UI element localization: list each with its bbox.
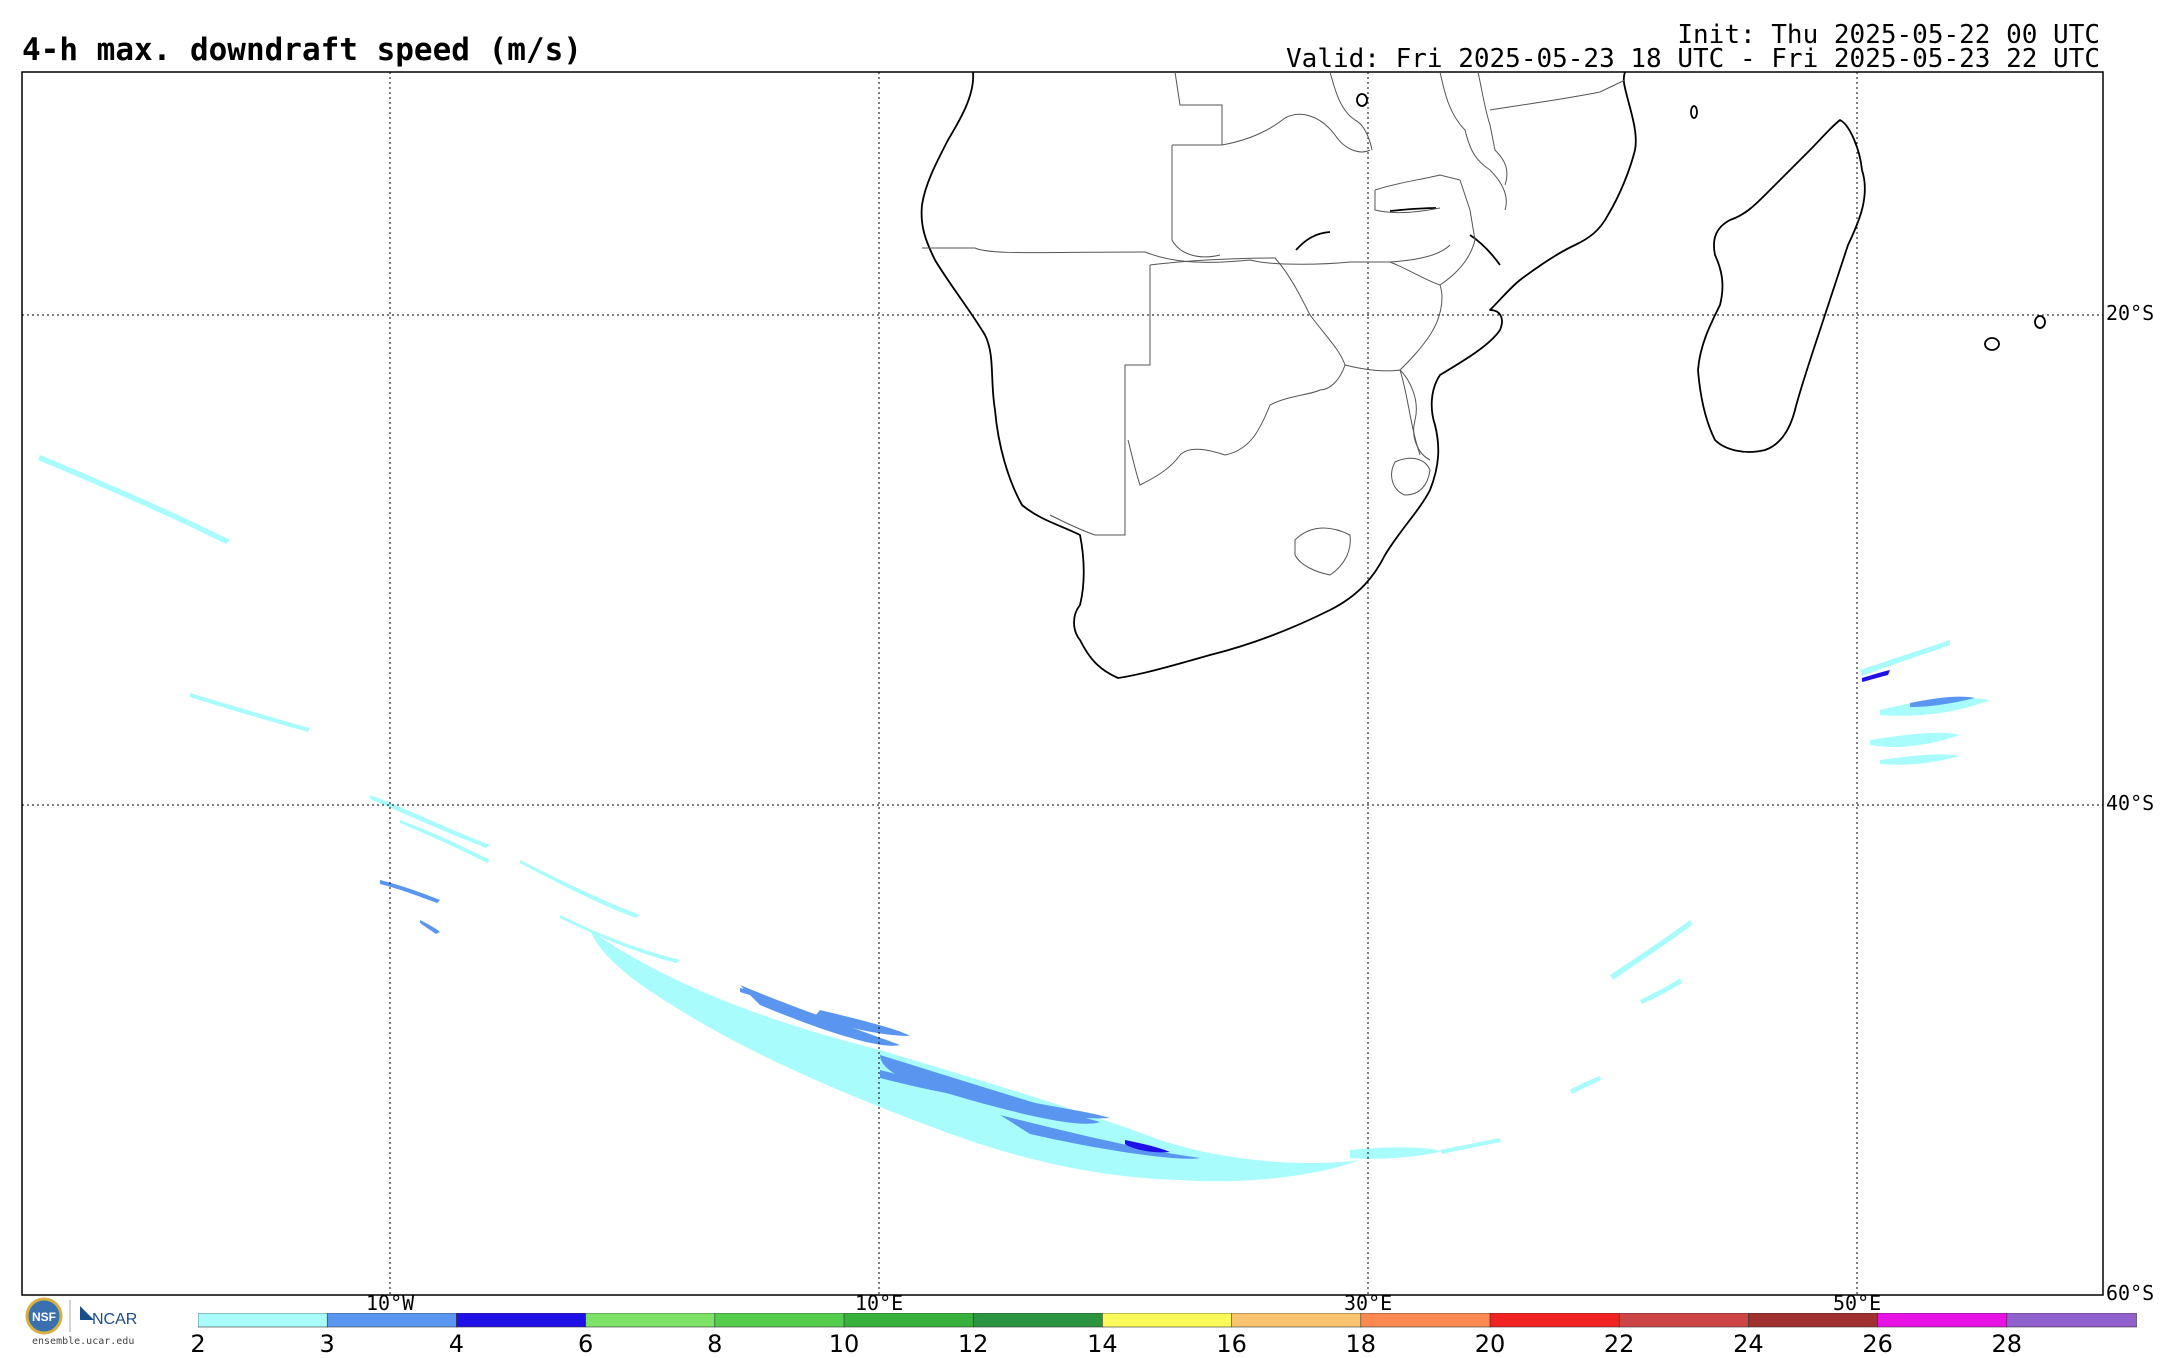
- colorbar-segment: [198, 1313, 328, 1328]
- colorbar-tick-label: 4: [448, 1330, 465, 1358]
- colorbar-tick-label: 12: [957, 1330, 989, 1358]
- nsf-ncar-logo: NSF NCAR: [25, 1297, 137, 1335]
- colorbar-tick-label: 18: [1345, 1330, 1377, 1358]
- colorbar-tick-label: 26: [1862, 1330, 1893, 1358]
- colorbar-tick-label: 20: [1474, 1330, 1506, 1358]
- colorbar-segment: [843, 1313, 974, 1328]
- lon-label-10w: 10°W: [366, 1291, 415, 1315]
- ncar-logo-text: NCAR: [92, 1311, 137, 1328]
- colorbar-tick-label: 6: [577, 1330, 594, 1358]
- colorbar-tick-label: 3: [319, 1330, 335, 1358]
- colorbar-tick-label: 16: [1216, 1330, 1247, 1358]
- colorbar-tick-label: 28: [1991, 1330, 2023, 1358]
- lat-label-40s: 40°S: [2106, 791, 2154, 815]
- valid-time: Valid: Fri 2025-05-23 18 UTC - Fri 2025-…: [1286, 44, 2100, 74]
- colorbar-segment: [585, 1313, 716, 1328]
- colorbar-tick-label: 8: [707, 1330, 723, 1358]
- lat-label-20s: 20°S: [2106, 301, 2154, 325]
- lon-label-50e: 50°E: [1833, 1291, 1881, 1315]
- lon-label-30e: 30°E: [1344, 1291, 1392, 1315]
- graticule: [22, 72, 2103, 1295]
- colorbar-segment: [1618, 1313, 1750, 1328]
- colorbar-segment: [1102, 1313, 1233, 1328]
- colorbar-tick-label: 14: [1087, 1330, 1118, 1358]
- init-time: Init: Thu 2025-05-22 00 UTC: [1677, 20, 2100, 50]
- colorbar-segment: [326, 1313, 458, 1328]
- colorbar-segment: [1360, 1313, 1491, 1328]
- colorbar-segment: [1231, 1313, 1362, 1328]
- colorbar-segment: [1748, 1313, 1879, 1328]
- africa-coast: [920, 71, 1637, 679]
- colorbar-segment: [456, 1313, 587, 1328]
- nsf-logo-text: NSF: [32, 1310, 56, 1324]
- colorbar-segment: [1877, 1313, 2008, 1328]
- downdraft-field: [38, 455, 1990, 1182]
- ncar-mark-icon: [80, 1306, 94, 1320]
- colorbar-tick-label: 2: [190, 1330, 206, 1358]
- map-title: 4-h max. downdraft speed (m/s): [22, 32, 582, 68]
- colorbar: [198, 1313, 2137, 1328]
- colorbar-segment: [972, 1313, 1104, 1328]
- colorbar-tick-label: 24: [1733, 1330, 1764, 1358]
- colorbar-segment: [714, 1313, 845, 1328]
- colorbar-segment: [1489, 1313, 1620, 1328]
- ensemble-url: ensemble.ucar.edu: [32, 1336, 135, 1347]
- colorbar-tick-label: 10: [828, 1330, 860, 1358]
- lat-label-60s: 60°S: [2106, 1281, 2154, 1305]
- colorbar-segment: [2006, 1313, 2137, 1328]
- madagascar-coast: [1697, 119, 1866, 453]
- country-borders: [922, 71, 1626, 576]
- map-frame: [21, 71, 2104, 1296]
- lon-label-10e: 10°E: [855, 1291, 903, 1315]
- colorbar-tick-label: 22: [1603, 1330, 1635, 1358]
- coastlines: [920, 71, 2046, 679]
- nsf-globe-icon: [25, 1297, 63, 1335]
